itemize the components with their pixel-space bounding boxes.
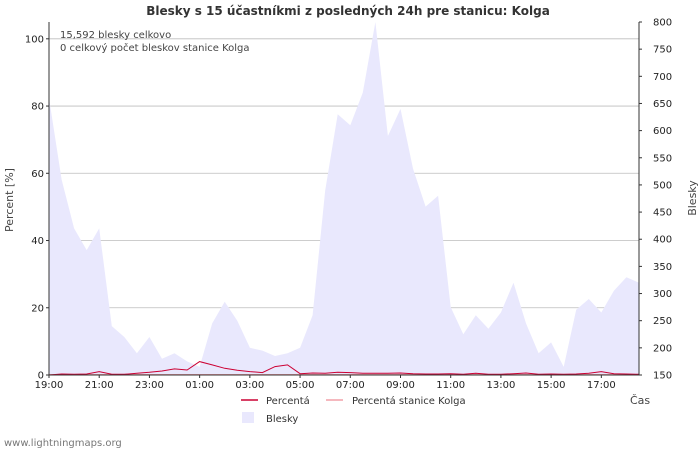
y-right-tick-label: 600 [653, 126, 672, 137]
y-right-tick-label: 550 [653, 153, 672, 164]
y-right-tick-label: 150 [653, 371, 672, 382]
x-tick-label: 11:00 [436, 380, 465, 391]
x-tick-label: 01:00 [185, 380, 214, 391]
y-right-tick-label: 400 [653, 235, 672, 246]
y-left-tick-label: 80 [31, 102, 44, 113]
y-left-tick-label: 20 [31, 303, 44, 314]
x-tick-label: 09:00 [386, 380, 415, 391]
legend: Percentá Percentá stanice Kolga Blesky [241, 395, 466, 425]
x-axis-label: Čas [630, 394, 650, 407]
y-right-tick-label: 800 [653, 18, 672, 29]
y-right-tick-label: 450 [653, 208, 672, 219]
y-right-tick-label: 650 [653, 99, 672, 110]
y-right-axis-label: Blesky [686, 180, 699, 216]
y-right-tick-label: 300 [653, 289, 672, 300]
y-left-tick-labels: 0 20 40 60 80 100 [25, 34, 49, 382]
x-tick-label: 21:00 [85, 380, 114, 391]
axes [48, 22, 640, 376]
legend-label-kolga: Percentá stanice Kolga [352, 395, 466, 407]
annotation-station: 0 celkový počet bleskov stanice Kolga [60, 42, 250, 54]
y-right-tick-labels: 150 200 250 300 350 400 450 500 550 600 650 700 750 8… [639, 18, 672, 382]
y-right-tick-label: 350 [653, 262, 672, 273]
y-left-tick-label: 40 [31, 236, 44, 247]
x-tick-label: 07:00 [336, 380, 365, 391]
annotation-total: 15,592 blesky celkovo [60, 30, 171, 41]
blesky-area-layer [49, 22, 639, 375]
y-left-axis-label: Percent [%] [3, 168, 16, 232]
y-right-tick-label: 750 [653, 45, 672, 56]
blesky-area [49, 22, 639, 375]
y-left-tick-label: 60 [31, 169, 44, 180]
x-tick-label: 05:00 [286, 380, 315, 391]
series-percenta [48, 361, 640, 376]
y-left-tick-label: 100 [25, 34, 44, 45]
y-right-tick-label: 250 [653, 316, 672, 327]
x-tick-label: 17:00 [587, 380, 616, 391]
legend-label-percenta: Percentá [266, 395, 310, 407]
y-right-tick-label: 200 [653, 343, 672, 354]
x-tick-label: 19:00 [35, 380, 64, 391]
x-tick-labels: 19:00 21:00 23:00 01:00 03:00 05:00 07:00 09:00… [35, 375, 616, 391]
legend-label-blesky: Blesky [266, 414, 298, 425]
y-right-tick-label: 700 [653, 72, 672, 83]
legend-swatch-blesky [242, 412, 254, 423]
y-right-tick-label: 500 [653, 180, 672, 191]
x-tick-label: 13:00 [487, 380, 516, 391]
footer-link[interactable]: www.lightningmaps.org [4, 438, 122, 449]
y-left-tick-label: 0 [38, 371, 44, 382]
x-tick-label: 23:00 [135, 380, 164, 391]
x-tick-label: 15:00 [537, 380, 566, 391]
chart-title: Blesky s 15 účastníkmi z posledných 24h … [146, 4, 550, 18]
x-tick-label: 03:00 [235, 380, 264, 391]
